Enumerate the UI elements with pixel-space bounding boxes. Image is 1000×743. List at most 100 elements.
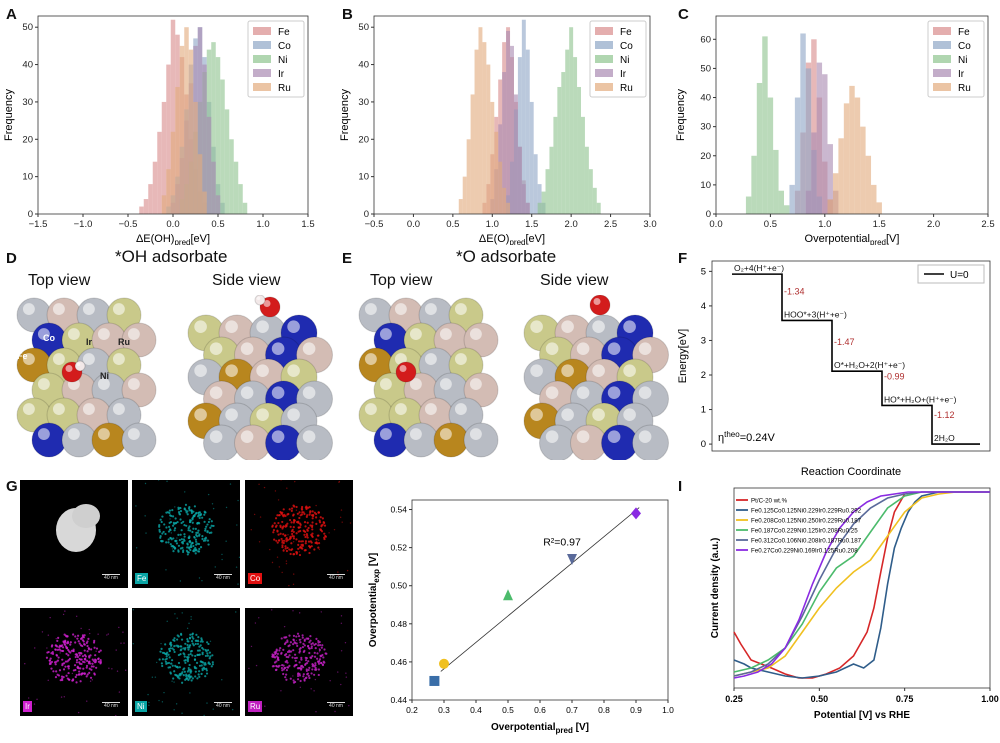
y-tick-label: 0.54: [390, 505, 407, 515]
signal-dot: [295, 656, 298, 659]
signal-dot: [83, 634, 86, 637]
atom: [296, 424, 333, 460]
signal-dot: [277, 521, 280, 525]
atom-highlight: [271, 386, 285, 399]
signal-dot: [304, 663, 307, 666]
signal-dot: [295, 552, 298, 555]
noise-dot: [115, 649, 117, 651]
atom: [91, 372, 127, 408]
x-tick-label: 0.5: [211, 219, 224, 230]
noise-dot: [280, 690, 282, 692]
atom-highlight: [545, 342, 559, 355]
signal-dot: [82, 667, 85, 670]
signal-dot: [292, 649, 295, 652]
atom-highlight: [561, 364, 574, 377]
atom-highlight: [576, 386, 590, 399]
signal-dot: [323, 537, 326, 541]
signal-dot: [291, 548, 294, 551]
atom: [388, 297, 424, 333]
element-tag: Co: [248, 573, 263, 584]
legend-label-ru: Ru: [278, 83, 291, 94]
signal-dot: [200, 664, 203, 667]
signal-dot: [203, 537, 207, 540]
signal-dot: [308, 651, 311, 655]
oh-hydrogen: [74, 360, 86, 372]
signal-dot: [281, 539, 284, 542]
signal-dot: [298, 674, 302, 677]
signal-dot: [301, 511, 304, 514]
legend-label-ir: Ir: [278, 69, 285, 80]
signal-dot: [159, 536, 162, 539]
signal-dot: [87, 648, 91, 651]
atom-highlight: [271, 342, 285, 355]
atom-highlight: [469, 328, 482, 340]
signal-dot: [281, 546, 284, 549]
signal-dot: [90, 665, 93, 668]
signal-dot: [83, 661, 86, 664]
noise-dot: [148, 704, 150, 707]
signal-dot: [288, 664, 291, 667]
atom-highlight: [112, 353, 125, 365]
signal-dot: [158, 525, 161, 528]
atom-highlight: [37, 428, 50, 440]
signal-dot: [65, 652, 68, 655]
signal-dot: [311, 668, 314, 671]
signal-dot: [179, 518, 182, 521]
x-tick-label: 1.5: [525, 219, 538, 230]
element-tag: Ir: [23, 701, 32, 712]
bar-ni: [549, 146, 554, 214]
noise-dot: [292, 541, 295, 543]
signal-dot: [284, 514, 287, 518]
noise-dot: [198, 577, 201, 579]
signal-dot: [159, 650, 162, 653]
atom-highlight: [424, 353, 437, 365]
noise-dot: [314, 678, 317, 681]
noise-dot: [181, 712, 183, 714]
signal-dot: [67, 671, 70, 675]
y-tick-label: 20: [358, 134, 369, 145]
y-tick-label: 5: [701, 266, 706, 277]
atom: [601, 424, 638, 460]
signal-dot: [78, 651, 81, 655]
signal-dot: [164, 660, 167, 663]
noise-dot: [95, 650, 97, 652]
noise-dot: [189, 542, 191, 544]
noise-dot: [107, 633, 109, 635]
signal-dot: [287, 512, 290, 516]
signal-dot: [72, 633, 75, 636]
atom-highlight: [638, 430, 652, 443]
legend-label-ir: Ir: [620, 69, 627, 80]
noise-dot: [319, 657, 321, 659]
noise-dot: [294, 480, 296, 483]
step-label: HOO*+3(H⁺+e⁻): [784, 309, 847, 319]
signal-dot: [168, 642, 172, 646]
bar-co: [529, 101, 534, 214]
bar-ni: [756, 82, 763, 215]
signal-dot: [62, 676, 65, 679]
noise-dot: [299, 686, 302, 689]
signal-dot: [282, 648, 285, 651]
signal-dot: [159, 535, 162, 538]
x-tick-label: 0.75: [896, 694, 914, 704]
signal-dot: [162, 651, 166, 655]
signal-dot: [181, 681, 184, 684]
atom-label-co: Co: [43, 333, 55, 343]
signal-dot: [278, 514, 281, 517]
signal-dot: [323, 524, 327, 527]
signal-dot: [165, 657, 168, 660]
noise-dot: [340, 650, 343, 652]
y-tick-label: 0: [706, 209, 711, 220]
signal-dot: [61, 658, 64, 661]
bar-ru: [860, 126, 866, 214]
signal-dot: [324, 652, 327, 655]
signal-dot: [289, 525, 292, 528]
signal-dot: [180, 538, 183, 541]
signal-dot: [189, 548, 192, 552]
panel-label-b: B: [342, 6, 353, 23]
signal-dot: [204, 675, 207, 678]
o-side-view-model: [523, 295, 669, 460]
atom-highlight: [194, 408, 207, 421]
noise-dot: [176, 617, 178, 619]
signal-dot: [188, 636, 192, 639]
noise-dot: [295, 639, 298, 642]
